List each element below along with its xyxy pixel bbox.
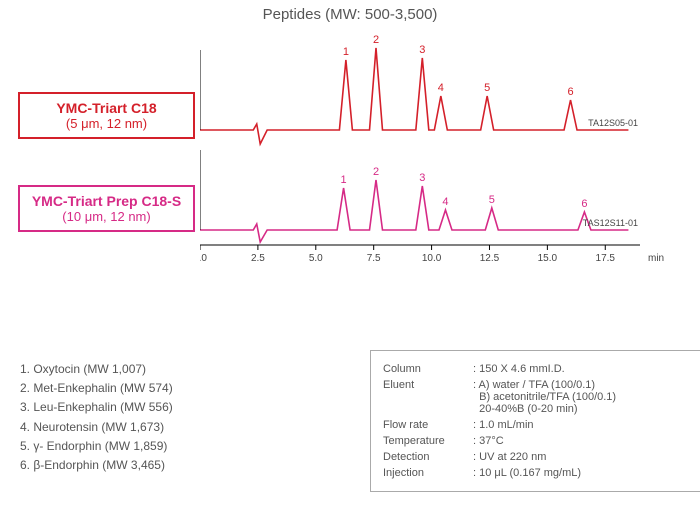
- chart-title: Peptides (MW: 500-3,500): [0, 6, 700, 23]
- trace-name: YMC-Triart Prep C18-S: [24, 193, 189, 209]
- conditions-box: Column: 150 X 4.6 mmI.D. Eluent: A) wate…: [370, 350, 700, 492]
- svg-text:0.0: 0.0: [200, 253, 207, 264]
- svg-text:4: 4: [442, 196, 448, 208]
- cond-key: Detection: [383, 449, 473, 465]
- svg-text:3: 3: [419, 44, 425, 56]
- trace-sub: (10 μm, 12 nm): [24, 209, 189, 224]
- cond-key: Eluent: [383, 377, 473, 417]
- svg-text:1: 1: [343, 46, 349, 58]
- svg-text:5: 5: [489, 194, 495, 206]
- svg-text:6: 6: [581, 198, 587, 210]
- conditions-table: Column: 150 X 4.6 mmI.D. Eluent: A) wate…: [383, 361, 616, 481]
- svg-text:TAS12S11-01: TAS12S11-01: [583, 218, 638, 228]
- chromatogram-chart: 0.0 2.5 5.0 7.5 10.0 12.5 15.0 17.5 min 1 2 3 4 5 6 TA1…: [200, 30, 680, 280]
- cond-key: Temperature: [383, 433, 473, 449]
- svg-text:2.5: 2.5: [251, 253, 265, 264]
- cond-key: Flow rate: [383, 417, 473, 433]
- svg-text:6: 6: [567, 86, 573, 98]
- svg-text:5.0: 5.0: [309, 253, 323, 264]
- cond-key: Column: [383, 361, 473, 377]
- list-item: 3. Leu-Enkephalin (MW 556): [20, 398, 173, 417]
- svg-text:2: 2: [373, 34, 379, 46]
- cond-val: : UV at 220 nm: [473, 449, 616, 465]
- cond-val: : 150 X 4.6 mmI.D.: [473, 361, 616, 377]
- chromatogram-svg: 0.0 2.5 5.0 7.5 10.0 12.5 15.0 17.5 min 1 2 3 4 5 6 TA1…: [200, 30, 680, 280]
- svg-text:7.5: 7.5: [367, 253, 381, 264]
- list-item: 2. Met-Enkephalin (MW 574): [20, 379, 173, 398]
- trace-name: YMC-Triart C18: [24, 100, 189, 116]
- list-item: 6. β-Endorphin (MW 3,465): [20, 456, 173, 475]
- svg-text:12.5: 12.5: [480, 253, 500, 264]
- trace-label-box: YMC-Triart C18 (5 μm, 12 nm): [18, 92, 195, 139]
- cond-val: : 37°C: [473, 433, 616, 449]
- list-item: 5. γ- Endorphin (MW 1,859): [20, 437, 173, 456]
- svg-text:10.0: 10.0: [422, 253, 442, 264]
- cond-val: : 10 μL (0.167 mg/mL): [473, 465, 616, 481]
- cond-val: : 1.0 mL/min: [473, 417, 616, 433]
- list-item: 4. Neurotensin (MW 1,673): [20, 418, 173, 437]
- cond-val: : A) water / TFA (100/0.1) B) acetonitri…: [473, 377, 616, 417]
- svg-text:17.5: 17.5: [596, 253, 616, 264]
- svg-text:2: 2: [373, 166, 379, 178]
- list-item: 1. Oxytocin (MW 1,007): [20, 360, 173, 379]
- svg-text:TA12S05-01: TA12S05-01: [588, 118, 638, 128]
- page: Peptides (MW: 500-3,500) YMC-Triart C18 …: [0, 0, 700, 532]
- trace-sub: (5 μm, 12 nm): [24, 116, 189, 131]
- cond-key: Injection: [383, 465, 473, 481]
- svg-text:4: 4: [438, 82, 444, 94]
- trace-label-box: YMC-Triart Prep C18-S (10 μm, 12 nm): [18, 185, 195, 232]
- svg-text:3: 3: [419, 172, 425, 184]
- svg-text:min: min: [648, 253, 664, 264]
- svg-text:5: 5: [484, 82, 490, 94]
- peak-list: 1. Oxytocin (MW 1,007) 2. Met-Enkephalin…: [20, 360, 173, 475]
- svg-text:1: 1: [341, 174, 347, 186]
- svg-text:15.0: 15.0: [538, 253, 558, 264]
